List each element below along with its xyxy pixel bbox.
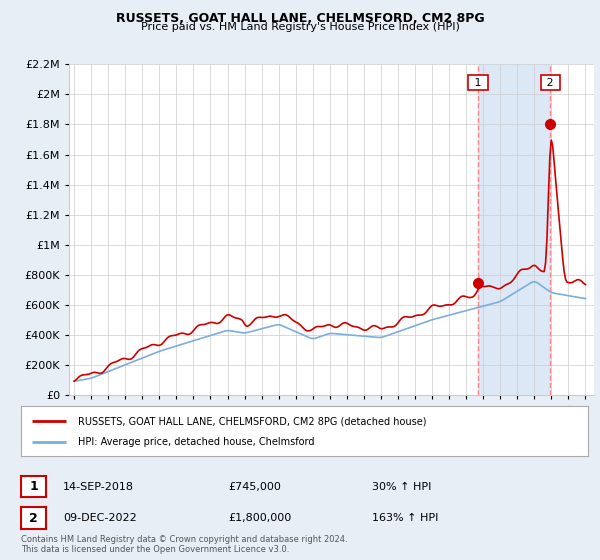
Text: 14-SEP-2018: 14-SEP-2018 [63, 482, 134, 492]
Bar [478, 64, 550, 395]
Text: 163% ↑ HPI: 163% ↑ HPI [372, 513, 439, 523]
Text: 1: 1 [29, 480, 38, 493]
Text: 09-DEC-2022: 09-DEC-2022 [63, 513, 137, 523]
Text: 1: 1 [471, 78, 485, 87]
Text: 2: 2 [29, 511, 38, 525]
Text: £1,800,000: £1,800,000 [228, 513, 291, 523]
Text: 30% ↑ HPI: 30% ↑ HPI [372, 482, 431, 492]
Text: £745,000: £745,000 [228, 482, 281, 492]
Text: Price paid vs. HM Land Registry's House Price Index (HPI): Price paid vs. HM Land Registry's House … [140, 22, 460, 32]
Text: RUSSETS, GOAT HALL LANE, CHELMSFORD, CM2 8PG: RUSSETS, GOAT HALL LANE, CHELMSFORD, CM2… [116, 12, 484, 25]
Text: HPI: Average price, detached house, Chelmsford: HPI: Average price, detached house, Chel… [78, 437, 314, 447]
Text: 2: 2 [544, 78, 557, 87]
Text: RUSSETS, GOAT HALL LANE, CHELMSFORD, CM2 8PG (detached house): RUSSETS, GOAT HALL LANE, CHELMSFORD, CM2… [78, 416, 426, 426]
Text: Contains HM Land Registry data © Crown copyright and database right 2024.
This d: Contains HM Land Registry data © Crown c… [21, 535, 347, 554]
